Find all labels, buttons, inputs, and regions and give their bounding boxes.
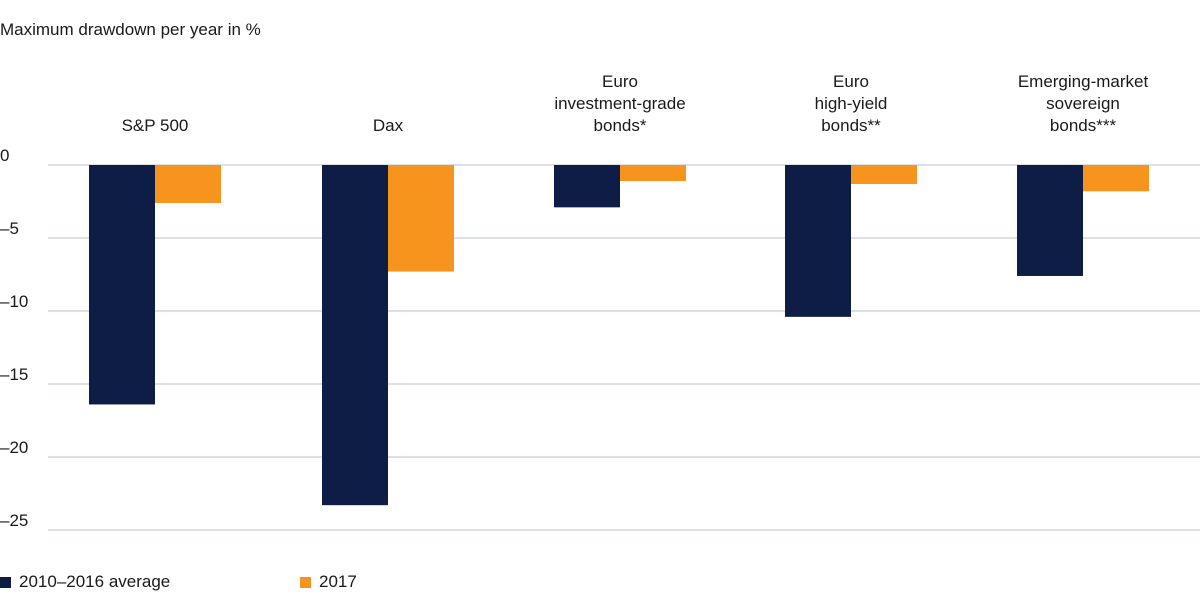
legend-swatch-series-1	[0, 576, 11, 588]
bar-series-1	[89, 165, 155, 405]
bar-series-1	[785, 165, 851, 317]
legend-label-series-2: 2017	[319, 572, 357, 591]
category-label: Euro	[833, 72, 869, 91]
category-label: S&P 500	[122, 116, 189, 135]
bar-series-2	[388, 165, 454, 272]
legend-item-series-1: 2010–2016 average	[0, 572, 170, 592]
y-tick-label: –25	[0, 511, 28, 530]
category-label: investment-grade	[554, 94, 685, 113]
bar-series-2	[1083, 165, 1149, 192]
bar-series-2	[155, 165, 221, 203]
category-label: Emerging-market	[1018, 72, 1149, 91]
y-tick-label: –15	[0, 365, 28, 384]
y-tick-label: 0	[0, 146, 9, 165]
bar-series-1	[1017, 165, 1083, 276]
bar-series-1	[554, 165, 620, 208]
bar-series-1	[322, 165, 388, 506]
y-tick-label: –5	[0, 219, 19, 238]
category-label: Euro	[602, 72, 638, 91]
y-tick-label: –10	[0, 292, 28, 311]
legend-label-series-1: 2010–2016 average	[19, 572, 171, 591]
category-label: high-yield	[815, 94, 888, 113]
category-label: bonds*	[594, 116, 647, 135]
category-label: bonds**	[821, 116, 881, 135]
category-label: sovereign	[1046, 94, 1120, 113]
bar-series-2	[851, 165, 917, 184]
legend-item-series-2: 2017	[300, 572, 357, 592]
y-tick-label: –20	[0, 438, 28, 457]
category-label: Dax	[373, 116, 404, 135]
bar-series-2	[620, 165, 686, 182]
chart-title: Maximum drawdown per year in %	[0, 20, 261, 39]
category-label: bonds***	[1050, 116, 1117, 135]
legend-swatch-series-2	[300, 576, 311, 588]
